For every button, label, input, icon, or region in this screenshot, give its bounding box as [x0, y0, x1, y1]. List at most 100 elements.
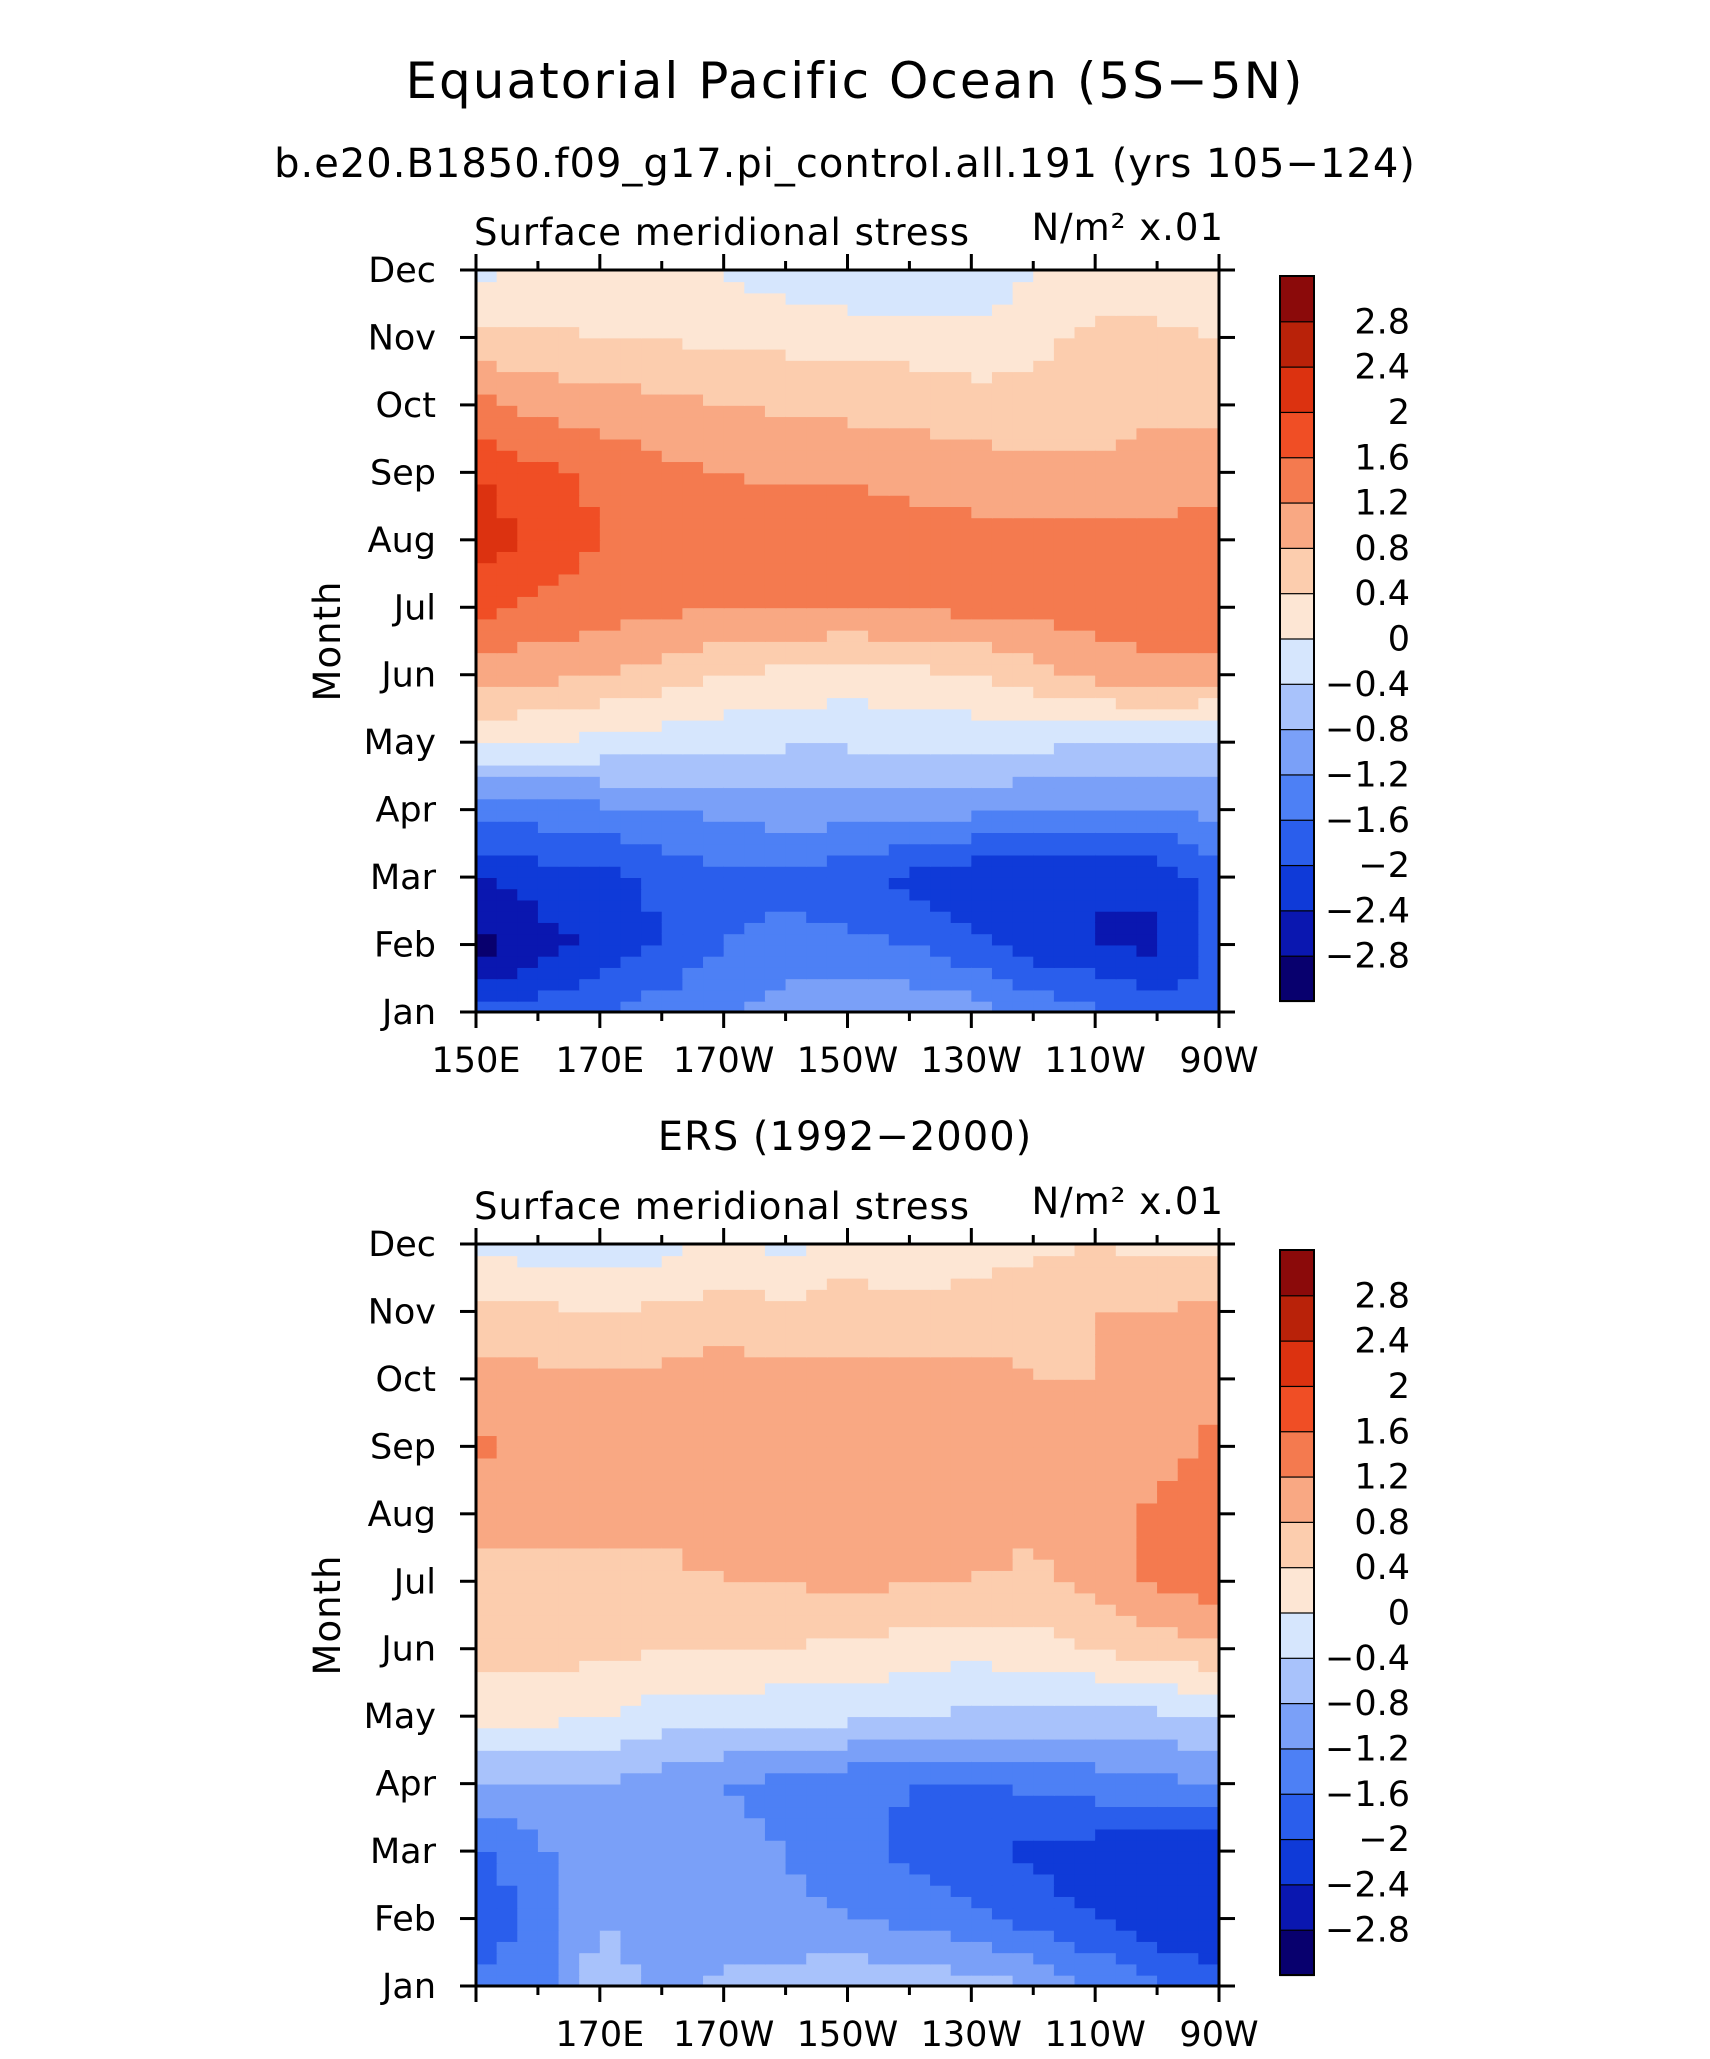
colorbar-swatch [1279, 320, 1315, 368]
contour-cell [723, 1322, 746, 1335]
contour-cell [641, 1525, 663, 1538]
contour-cell [1177, 787, 1200, 800]
contour-cell [641, 1693, 663, 1706]
contour-cell [971, 910, 993, 923]
contour-cell [579, 1761, 601, 1774]
contour-cell [1157, 618, 1179, 631]
contour-cell [517, 618, 539, 631]
contour-cell [661, 573, 684, 586]
contour-cell [785, 764, 808, 777]
contour-cell [1012, 528, 1035, 541]
contour-cell [1136, 955, 1158, 968]
contour-cell [537, 1839, 560, 1852]
contour-cell [826, 584, 849, 597]
contour-cell [991, 1693, 1014, 1706]
contour-cell [1033, 832, 1055, 845]
contour-cell [661, 404, 684, 418]
contour-cell [723, 967, 746, 980]
contour-cell [868, 944, 890, 957]
contour-cell [1033, 449, 1055, 463]
contour-cell [868, 1244, 890, 1257]
contour-cell [806, 1772, 828, 1785]
contour-cell [826, 1648, 849, 1661]
contour-cell [537, 303, 560, 316]
contour-cell [1033, 1000, 1055, 1012]
contour-cell [971, 944, 993, 957]
contour-cell [620, 787, 643, 800]
contour-cell [620, 742, 643, 755]
contour-cell [1115, 1244, 1138, 1257]
contour-cell [1157, 517, 1179, 530]
contour-cell [682, 1839, 704, 1852]
contour-cell [1012, 584, 1035, 597]
contour-cell [558, 1423, 581, 1437]
contour-cell [888, 730, 911, 744]
contour-cell [579, 1367, 601, 1380]
contour-cell [641, 1255, 663, 1268]
contour-cell [909, 314, 931, 328]
contour-cell [971, 1884, 993, 1897]
contour-cell [661, 607, 684, 620]
contour-cell [1033, 663, 1055, 676]
contour-cell [517, 483, 539, 496]
contour-cell [558, 742, 581, 755]
contour-cell [991, 1873, 1014, 1886]
contour-cell [785, 787, 808, 800]
contour-cell [496, 697, 519, 710]
contour-cell [496, 1558, 519, 1571]
contour-cell [1177, 1839, 1200, 1852]
contour-cell [1053, 629, 1076, 642]
contour-cell [806, 1974, 828, 1986]
contour-cell [517, 472, 539, 485]
contour-cell [641, 1794, 663, 1808]
contour-cell [1074, 1772, 1097, 1785]
contour-cell [558, 1603, 581, 1616]
contour-cell [971, 1288, 993, 1302]
contour-cell [744, 1738, 766, 1751]
contour-cell [888, 551, 911, 564]
contour-cell [806, 843, 828, 856]
contour-cell [1074, 798, 1097, 811]
contour-cell [868, 472, 890, 485]
contour-cell [764, 629, 787, 642]
contour-cell [785, 1626, 808, 1639]
contour-cell [703, 1300, 725, 1313]
contour-cell [744, 1884, 766, 1897]
contour-cell [661, 438, 684, 451]
contour-cell [1115, 719, 1138, 732]
contour-cell [1198, 798, 1219, 811]
contour-cell [930, 562, 952, 575]
contour-cell [620, 1333, 643, 1347]
contour-cell [1198, 1300, 1219, 1313]
contour-cell [1074, 314, 1097, 328]
contour-cell [930, 596, 952, 609]
contour-cell [950, 629, 973, 642]
contour-cell [785, 472, 808, 485]
contour-cell [620, 1570, 643, 1583]
contour-cell [1198, 1783, 1219, 1796]
contour-cell [806, 978, 828, 991]
contour-cell [517, 629, 539, 642]
contour-cell [991, 539, 1014, 552]
contour-cell [1157, 1390, 1179, 1403]
contour-cell [1157, 393, 1179, 406]
contour-cell [764, 1423, 787, 1437]
contour-cell [1074, 1671, 1097, 1684]
contour-cell [806, 281, 828, 294]
contour-cell [1157, 697, 1179, 710]
contour-cell [1074, 1266, 1097, 1279]
contour-cell [971, 1491, 993, 1504]
contour-cell [909, 967, 931, 980]
colorbar-swatch [1279, 1475, 1315, 1523]
contour-cell [682, 1761, 704, 1774]
contour-cell [1012, 629, 1035, 642]
contour-cell [909, 1491, 931, 1504]
contour-cell [661, 1581, 684, 1594]
contour-cell [868, 393, 890, 406]
contour-cell [909, 281, 931, 294]
contour-cell [661, 1266, 684, 1279]
contour-cell [476, 652, 498, 665]
contour-cell [620, 1682, 643, 1695]
contour-cell [868, 562, 890, 575]
contour-cell [1136, 1401, 1158, 1414]
